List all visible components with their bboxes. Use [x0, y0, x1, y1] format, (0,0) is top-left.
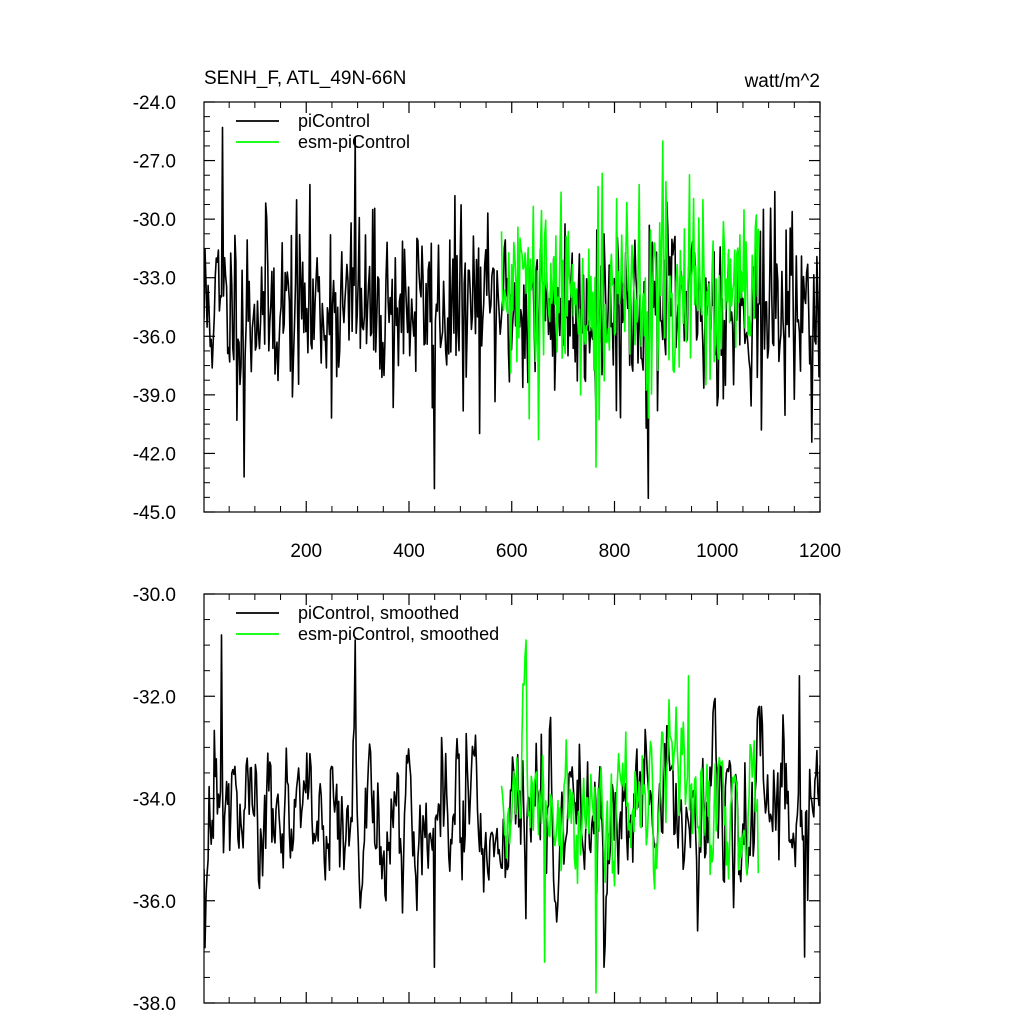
y-tick-label: -34.0	[133, 790, 176, 811]
y-tick-label: -42.0	[133, 444, 176, 465]
y-tick-label: -45.0	[133, 503, 176, 524]
y-tick-label: -38.0	[133, 994, 176, 1015]
x-tick-label: 1000	[696, 541, 738, 562]
series-line-picontrol	[204, 126, 820, 500]
x-tick-label: 600	[496, 541, 528, 562]
y-tick-label: -39.0	[133, 386, 176, 407]
top-panel: -45.0 -42.0 -39.0 -36.0 -33.0 -30.0 -27.0 -24.0…	[133, 93, 841, 562]
plot-area	[204, 634, 820, 994]
units-label: watt/m^2	[744, 71, 820, 92]
x-tick-label: 400	[393, 541, 425, 562]
y-tick-label: -36.0	[133, 327, 176, 348]
y-tick-label: -27.0	[133, 152, 176, 173]
y-tick-label: -30.0	[133, 210, 176, 231]
x-tick-label: 800	[599, 541, 631, 562]
x-tick-label: 200	[290, 541, 322, 562]
bottom-panel: -38.0 -36.0 -34.0 -32.0 -30.0 piControl, smoo…	[133, 585, 821, 1015]
legend-label: piControl, smoothed	[298, 603, 459, 623]
series-line-esm-picontrol	[500, 140, 760, 468]
plot-area	[204, 126, 820, 500]
y-tick-label: -36.0	[133, 892, 176, 913]
y-tick-label: -24.0	[133, 93, 176, 114]
series-line-esm-picontrol	[500, 639, 760, 994]
legend-label: esm-piControl, smoothed	[298, 624, 499, 644]
y-tick-label: -32.0	[133, 687, 176, 708]
legend-label: piControl	[298, 111, 370, 131]
chart-title: SENH_F, ATL_49N-66N	[204, 68, 406, 89]
y-tick-label: -30.0	[133, 585, 176, 606]
legend-label: esm-piControl	[298, 132, 410, 152]
x-tick-label: 1200	[799, 541, 841, 562]
y-tick-label: -33.0	[133, 269, 176, 290]
